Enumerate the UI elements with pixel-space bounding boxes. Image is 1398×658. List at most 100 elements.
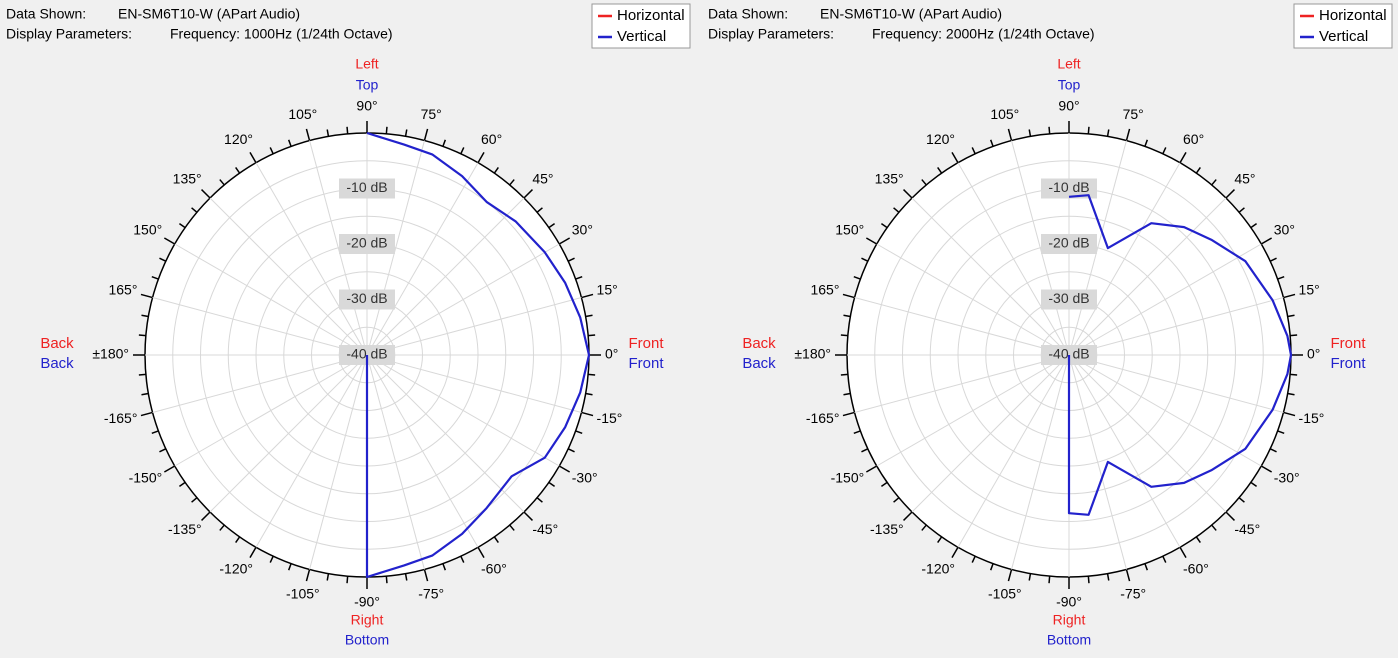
dial-tick	[326, 129, 330, 137]
dial-tick	[1269, 257, 1277, 262]
db-label: -10 dB	[346, 179, 387, 195]
angle-label: -120°	[219, 560, 253, 576]
dial-tick	[1269, 448, 1277, 453]
angle-label: 90°	[1058, 98, 1079, 114]
dial-tick	[201, 511, 211, 521]
angle-label: -105°	[286, 585, 320, 601]
dial-tick	[1238, 497, 1245, 503]
dial-tick	[523, 189, 533, 199]
grid-spoke	[1068, 162, 1181, 356]
dial-tick	[523, 511, 533, 521]
header-data-label: Data Shown:	[6, 6, 86, 22]
dial-tick	[385, 126, 388, 134]
dial-tick	[585, 392, 593, 396]
dial-tick	[235, 166, 241, 174]
dial-tick	[581, 293, 594, 299]
angle-label: ±180°	[794, 346, 831, 362]
dial-tick	[442, 139, 447, 147]
dial-tick	[493, 166, 499, 174]
angle-label: -120°	[921, 560, 955, 576]
dial-tick	[575, 430, 583, 435]
db-label-bg	[1041, 178, 1097, 199]
db-label: -10 dB	[1048, 179, 1089, 195]
dial-tick	[141, 314, 149, 318]
dial-tick	[151, 275, 159, 280]
dial-ticks	[835, 121, 1303, 589]
grid-spoke	[209, 197, 368, 356]
grid-spoke	[209, 354, 368, 513]
dial-tick	[442, 563, 447, 571]
grid-spoke	[911, 197, 1070, 356]
dial-tick	[1162, 147, 1167, 155]
dial-tick	[893, 207, 900, 213]
dial-tick	[1225, 189, 1235, 199]
dial-tick	[1144, 139, 1149, 147]
dial-tick	[1283, 293, 1296, 299]
dial-tick	[385, 576, 388, 584]
grid-spoke	[309, 140, 368, 356]
dial-tick	[1179, 151, 1187, 164]
angle-label: 30°	[572, 222, 593, 238]
grid-spoke	[854, 297, 1070, 356]
dial-tick	[1125, 569, 1131, 582]
dial-tick	[937, 536, 943, 544]
dial-tick	[989, 139, 994, 147]
orientation-bottom-vertical: Bottom	[345, 632, 389, 648]
dial-tick	[423, 569, 429, 582]
dial-tick	[191, 207, 198, 213]
dial-tick	[1287, 314, 1295, 318]
angle-label: -150°	[129, 470, 163, 486]
dial-tick	[1211, 179, 1217, 186]
dial-tick	[861, 257, 869, 262]
dial-tick	[1007, 569, 1013, 582]
dial-tick	[843, 392, 851, 396]
dial-tick	[588, 334, 596, 337]
dial-tick	[951, 151, 959, 164]
db-label-bg	[1041, 234, 1097, 254]
legend-item-label: Horizontal	[1319, 7, 1387, 24]
dial-tick	[219, 524, 225, 531]
dial-tick	[840, 334, 848, 337]
dial-tick	[853, 430, 861, 435]
angle-label: -165°	[806, 410, 840, 426]
db-label: -30 dB	[346, 290, 387, 306]
orientation-top-horizontal: Left	[1057, 56, 1080, 72]
angle-label: 120°	[224, 131, 253, 147]
dial-tick	[235, 536, 241, 544]
db-label-bg	[339, 178, 395, 199]
dial-tick	[326, 573, 330, 581]
dial-tick	[269, 147, 274, 155]
grid-spoke	[366, 197, 525, 356]
db-label: -20 dB	[1048, 235, 1089, 251]
orientation-left-horizontal: Back	[40, 335, 74, 352]
angle-label: 15°	[597, 282, 618, 298]
db-label: -40 dB	[346, 346, 387, 362]
polar-chart-1000hz: Data Shown: EN-SM6T10-W (APart Audio) Disp…	[6, 3, 691, 648]
dial-tick	[477, 546, 485, 559]
dial-tick	[903, 511, 913, 521]
dial-tick	[141, 392, 149, 396]
grid-spoke	[1068, 354, 1181, 548]
orientation-top-horizontal: Left	[355, 56, 378, 72]
grid-spoke	[366, 140, 425, 356]
dial-tick	[1179, 546, 1187, 559]
grid-spoke	[366, 162, 479, 356]
dial-tick	[865, 237, 878, 245]
header-data-value: EN-SM6T10-W (APart Audio)	[118, 6, 300, 22]
dial-tick	[558, 237, 571, 245]
dial-tick	[1162, 555, 1167, 563]
dial-tick	[509, 179, 515, 186]
dial-tick	[1125, 128, 1131, 141]
orientation-left-vertical: Back	[40, 355, 74, 372]
angle-label: 105°	[288, 106, 317, 122]
dial-tick	[346, 576, 349, 584]
dial-tick	[287, 139, 292, 147]
dial-tick	[305, 128, 311, 141]
dial-tick	[1290, 334, 1298, 337]
legend-item-label: Horizontal	[617, 7, 685, 24]
angle-label: -90°	[1056, 594, 1082, 610]
dial-tick	[1260, 237, 1273, 245]
dial-tick	[346, 126, 349, 134]
angle-label: 0°	[1307, 346, 1320, 362]
grid-spoke	[152, 297, 368, 356]
